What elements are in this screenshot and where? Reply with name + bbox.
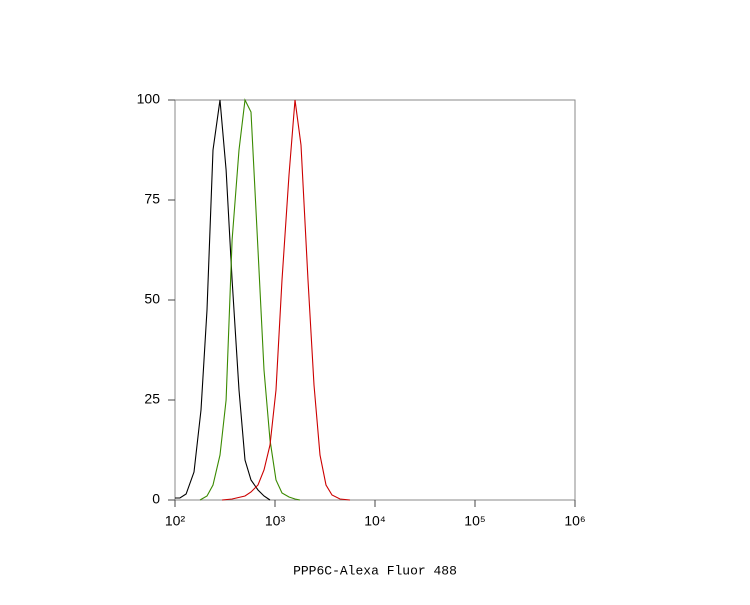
y-tick-label: 0 — [152, 491, 160, 507]
histogram-line — [175, 99, 271, 501]
x-tick-label: 10⁴ — [364, 513, 386, 529]
histogram-line — [221, 99, 351, 501]
plot-frame — [174, 99, 576, 501]
x-tick-label: 10³ — [265, 513, 286, 529]
y-tick-label: 75 — [144, 191, 160, 207]
x-axis-label: PPP6C-Alexa Fluor 488 — [293, 563, 457, 578]
x-tick-label: 10² — [165, 513, 186, 529]
x-tick-label: 10⁶ — [564, 513, 585, 529]
y-tick-label: 50 — [144, 291, 160, 307]
y-tick-label: 100 — [137, 91, 161, 107]
y-tick-label: 25 — [144, 391, 160, 407]
histogram-line — [199, 98, 301, 501]
x-tick-label: 10⁵ — [464, 513, 485, 529]
